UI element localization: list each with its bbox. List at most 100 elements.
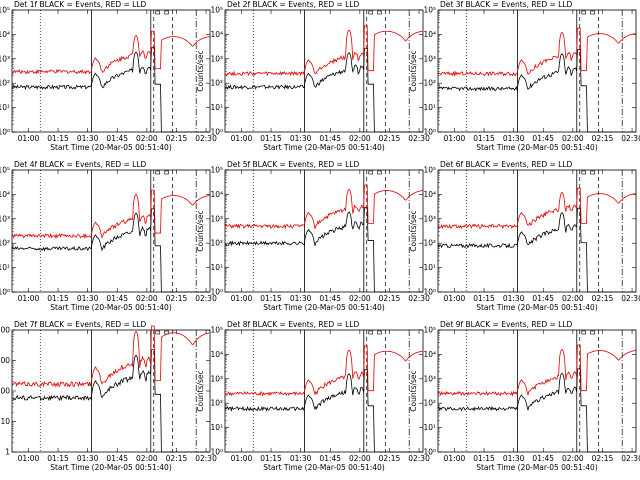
panel-title: Det 5f BLACK = Events, RED = LLD — [227, 160, 360, 169]
x-tick-label: 02:15 — [592, 294, 614, 303]
y-tick-label: 10⁴ — [423, 190, 436, 199]
x-tick-label: 01:45 — [106, 454, 128, 463]
y-tick-label: 10⁵ — [210, 166, 223, 175]
y-tick-label: 10² — [423, 399, 436, 408]
panel-title: Det 9f BLACK = Events, RED = LLD — [440, 320, 573, 329]
y-tick-label: 10⁴ — [210, 350, 223, 359]
y-tick-label: 10⁵ — [210, 326, 223, 335]
plot-frame — [224, 9, 424, 133]
x-axis-label: Start Time (20-Mar-05 00:51:40) — [263, 303, 385, 312]
y-tick-label: 10⁴ — [0, 30, 10, 39]
x-tick-label: 01:00 — [231, 454, 253, 463]
x-axis-label: Start Time (20-Mar-05 00:51:40) — [263, 143, 385, 152]
marker-box — [377, 10, 382, 15]
y-tick-label: 10³ — [423, 374, 436, 383]
marker-box — [581, 170, 587, 175]
detector-panel-3: Det 3f BLACK = Events, RED = LLD 10⁰ 10¹ 10… — [409, 0, 640, 152]
x-tick-label: 01:45 — [106, 294, 128, 303]
marker-box — [590, 330, 595, 335]
plot-frame — [224, 169, 424, 293]
x-tick-label: 01:15 — [260, 294, 282, 303]
plot-frame — [11, 169, 211, 293]
y-axis-label: Counts/sec — [409, 50, 418, 91]
marker-box — [368, 330, 374, 335]
x-tick-label: 02:15 — [166, 134, 188, 143]
y-tick-label: 10⁰ — [210, 128, 223, 137]
y-tick-label: 10¹ — [210, 423, 223, 432]
series-events-black — [437, 207, 636, 293]
y-tick-label: 1 — [5, 448, 10, 457]
x-tick-label: 02:15 — [592, 454, 614, 463]
x-tick-label: 02:30 — [621, 454, 640, 463]
x-tick-label: 01:15 — [260, 134, 282, 143]
x-tick-label: 01:15 — [473, 134, 495, 143]
x-tick-label: 01:15 — [473, 294, 495, 303]
y-axis-label: Counts/sec — [409, 210, 418, 251]
plot-frame — [437, 329, 637, 453]
marker-box — [164, 170, 169, 175]
y-tick-label: 10⁴ — [0, 190, 10, 199]
x-tick-label: 02:15 — [592, 134, 614, 143]
marker-box — [155, 330, 161, 335]
x-tick-label: 01:30 — [77, 454, 99, 463]
y-tick-label: 10⁰ — [210, 448, 223, 457]
x-tick-label: 01:30 — [290, 454, 312, 463]
marker-box — [581, 330, 587, 335]
x-tick-label: 02:00 — [562, 454, 584, 463]
series-events-black — [11, 47, 210, 133]
x-tick-label: 01:30 — [77, 294, 99, 303]
y-tick-label: 10¹ — [423, 423, 436, 432]
panel-title: Det 7f BLACK = Events, RED = LLD — [14, 320, 147, 329]
x-tick-label: 02:00 — [136, 134, 158, 143]
x-tick-label: 01:45 — [319, 134, 341, 143]
x-tick-label: 01:00 — [444, 294, 466, 303]
y-axis-label: Counts/sec — [196, 370, 205, 411]
panel-title: Det 4f BLACK = Events, RED = LLD — [14, 160, 147, 169]
y-tick-label: 10⁵ — [210, 6, 223, 15]
y-tick-label: 10⁰ — [423, 128, 436, 137]
x-tick-label: 01:30 — [290, 134, 312, 143]
series-events-black — [224, 207, 423, 293]
x-tick-label: 01:45 — [319, 294, 341, 303]
plot-frame — [11, 9, 211, 133]
x-tick-label: 02:15 — [379, 294, 401, 303]
y-tick-label: 10¹ — [423, 263, 436, 272]
x-tick-label: 02:30 — [195, 134, 217, 143]
y-tick-label: 10² — [423, 79, 436, 88]
detector-panel-2: Det 2f BLACK = Events, RED = LLD 10⁰ 10¹ 10… — [196, 0, 430, 152]
x-tick-label: 02:30 — [408, 134, 430, 143]
series-lld-red — [11, 189, 211, 240]
x-tick-label: 01:15 — [47, 454, 69, 463]
x-tick-label: 02:00 — [349, 294, 371, 303]
marker-box — [164, 10, 169, 15]
detector-panel-4: Det 4f BLACK = Events, RED = LLD 10⁰ 10¹ 10… — [0, 160, 217, 312]
x-tick-label: 01:30 — [290, 294, 312, 303]
x-axis-label: Start Time (20-Mar-05 00:51:40) — [50, 143, 172, 152]
y-axis-label: Counts/sec — [196, 50, 205, 91]
x-tick-label: 02:30 — [621, 294, 640, 303]
marker-box — [590, 10, 595, 15]
x-tick-label: 01:30 — [503, 294, 525, 303]
x-tick-label: 01:45 — [532, 294, 554, 303]
x-tick-label: 02:30 — [195, 454, 217, 463]
y-tick-label: 10⁰ — [0, 128, 10, 137]
plot-frame — [437, 169, 637, 293]
detector-panel-5: Det 5f BLACK = Events, RED = LLD 10⁰ 10¹ 10… — [196, 160, 430, 312]
x-tick-label: 01:15 — [47, 294, 69, 303]
y-tick-label: 10³ — [0, 214, 10, 223]
series-lld-red — [11, 30, 211, 75]
y-tick-label: 10² — [210, 239, 223, 248]
y-tick-label: 100 — [0, 387, 10, 396]
x-tick-label: 01:15 — [47, 134, 69, 143]
x-tick-label: 02:00 — [562, 134, 584, 143]
panel-title: Det 2f BLACK = Events, RED = LLD — [227, 0, 360, 9]
y-tick-label: 10³ — [0, 54, 10, 63]
series-lld-red — [224, 184, 424, 230]
y-tick-label: 10⁵ — [423, 166, 436, 175]
x-tick-label: 01:00 — [231, 294, 253, 303]
x-tick-label: 01:15 — [260, 454, 282, 463]
y-tick-label: 10² — [210, 399, 223, 408]
marker-box — [377, 330, 382, 335]
series-lld-red — [437, 344, 637, 397]
